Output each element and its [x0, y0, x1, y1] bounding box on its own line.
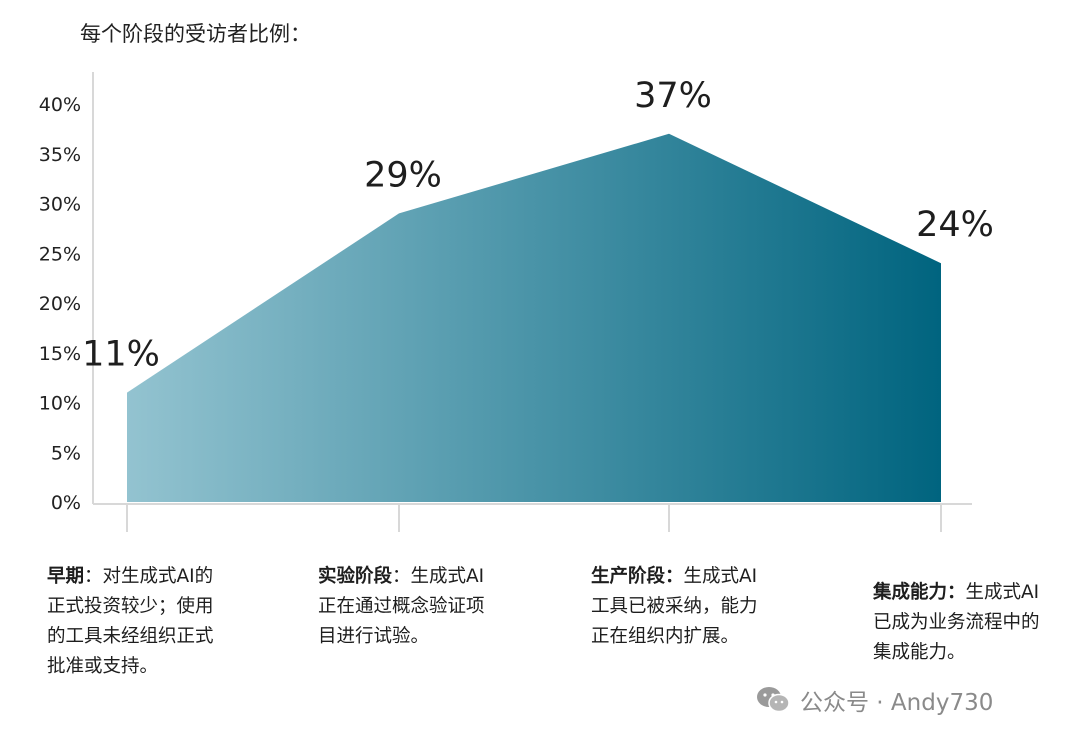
watermark-text: 公众号 · Andy730	[800, 690, 994, 716]
category-text-1: 生成式AI正在通过概念验证项目进行试验。	[318, 566, 485, 647]
y-tick-label: 15%	[39, 343, 81, 365]
y-tick-label: 5%	[51, 442, 81, 464]
chart-title: 每个阶段的受访者比例：	[80, 22, 311, 46]
value-label-1: 29%	[364, 155, 442, 195]
y-tick-label: 0%	[51, 492, 81, 514]
category-description-1: 实验阶段：生成式AI正在通过概念验证项目进行试验。	[318, 562, 490, 652]
category-label-3: 集成能力：	[873, 582, 966, 603]
category-label-1: 实验阶段	[318, 566, 393, 587]
category-sep-1: ：	[392, 566, 411, 587]
category-label-2: 生产阶段：	[591, 566, 684, 587]
category-text-0: 对生成式AI的正式投资较少；使用的工具未经组织正式批准或支持。	[47, 566, 214, 677]
category-label-0: 早期	[47, 566, 85, 587]
category-text-2: 生成式AI工具已被采纳，能力正在组织内扩展。	[591, 566, 758, 647]
category-description-3: 集成能力：生成式AI已成为业务流程中的集成能力。	[873, 578, 1045, 668]
category-description-0: 早期：对生成式AI的正式投资较少；使用的工具未经组织正式批准或支持。	[47, 562, 219, 682]
y-tick-label: 30%	[39, 194, 81, 216]
watermark: 公众号 · Andy730	[756, 683, 993, 717]
value-label-0: 11%	[82, 335, 160, 375]
category-text-3: 生成式AI已成为业务流程中的集成能力。	[873, 582, 1040, 663]
y-tick-label: 25%	[39, 243, 81, 265]
y-tick-label: 35%	[39, 144, 81, 166]
category-sep-0: ：	[84, 566, 103, 587]
y-tick-label: 20%	[39, 293, 81, 315]
y-tick-label: 40%	[39, 94, 81, 116]
value-label-2: 37%	[634, 76, 712, 116]
wechat-icon	[757, 687, 790, 713]
value-label-3: 24%	[916, 205, 994, 245]
area-series	[127, 133, 941, 503]
category-description-2: 生产阶段：生成式AI工具已被采纳，能力正在组织内扩展。	[591, 562, 763, 652]
y-tick-label: 10%	[39, 393, 81, 415]
area-chart: 0% 5% 10% 15% 20% 25% 30% 35% 40% 11% 29% 37% 24%	[39, 72, 994, 532]
